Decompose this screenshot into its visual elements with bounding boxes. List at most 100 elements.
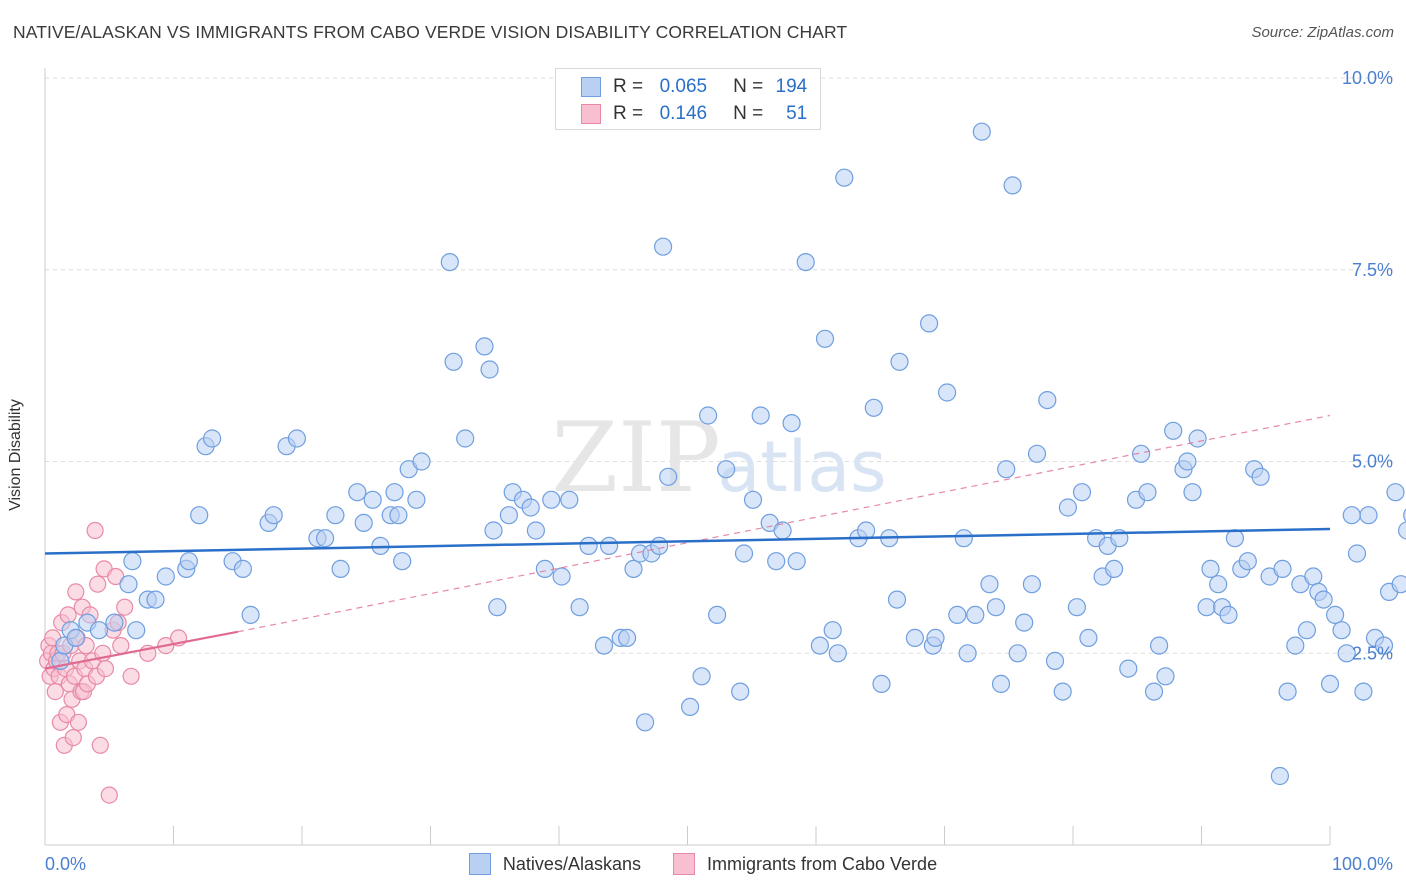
r-label: R = <box>613 103 644 124</box>
natives-point-72 <box>707 605 727 625</box>
legend-label-cabo-verde: Immigrants from Cabo Verde <box>706 853 938 874</box>
natives-point-143 <box>1219 605 1238 625</box>
natives-trend-line <box>44 527 1331 555</box>
natives-point-91 <box>864 398 883 417</box>
natives-point-52 <box>535 559 555 579</box>
natives-point-133 <box>1156 667 1175 686</box>
natives-point-55 <box>560 490 579 509</box>
natives-point-100 <box>937 383 957 402</box>
n-value: 51 <box>786 103 808 124</box>
natives-point-171 <box>1391 575 1406 594</box>
cabo-verde-point-22 <box>67 583 85 601</box>
tick-labels: 2.5% 5.0% 7.5% 10.0% 0.0% 100.0% <box>45 68 1393 874</box>
natives-point-109 <box>997 460 1016 479</box>
natives-point-95 <box>890 352 909 371</box>
natives-point-121 <box>1079 628 1098 648</box>
natives-swatch <box>581 77 601 97</box>
watermark-zip: ZIP <box>551 402 720 514</box>
natives-point-85 <box>815 329 835 348</box>
natives-point-30 <box>354 513 373 533</box>
natives-point-132 <box>1149 636 1169 655</box>
natives-point-155 <box>1297 621 1317 640</box>
natives-point-57 <box>579 536 598 556</box>
x-tick-label-max: 100.0% <box>1332 854 1393 874</box>
legend-item-cabo-verde[interactable]: Immigrants from Cabo Verde <box>672 853 938 875</box>
natives-point-153 <box>1286 636 1305 655</box>
y-tick-label-3: 10.0% <box>1342 68 1393 88</box>
natives-point-11 <box>146 590 165 609</box>
natives-point-119 <box>1067 598 1087 617</box>
natives-point-54 <box>552 567 571 586</box>
natives-point-7 <box>119 575 138 594</box>
natives-point-39 <box>412 452 431 471</box>
natives-point-41 <box>444 352 463 371</box>
natives-point-137 <box>1183 483 1202 502</box>
natives-point-90 <box>856 521 876 540</box>
natives-point-50 <box>521 498 540 517</box>
natives-point-26 <box>316 529 335 548</box>
natives-point-42 <box>456 429 475 448</box>
natives-point-144 <box>1225 529 1245 548</box>
natives-point-46 <box>488 598 507 617</box>
cabo-verde-trend-line <box>44 630 238 670</box>
stats-row-natives: R = 0.065 N = 194 <box>581 75 807 99</box>
natives-point-112 <box>1015 613 1034 632</box>
trendlines <box>44 414 1331 670</box>
natives-point-43 <box>475 337 494 356</box>
natives-point-51 <box>526 521 546 540</box>
natives-point-139 <box>1197 598 1216 617</box>
natives-point-62 <box>624 559 643 579</box>
natives-point-81 <box>782 414 801 433</box>
natives-point-22 <box>264 506 283 525</box>
natives-point-134 <box>1164 421 1183 440</box>
natives-point-159 <box>1320 674 1340 694</box>
natives-point-161 <box>1332 621 1351 640</box>
stats-row-cabo-verde: R = 0.146 N = 51 <box>581 102 807 126</box>
natives-point-66 <box>650 536 669 556</box>
cabo-verde-point-40 <box>96 659 115 678</box>
natives-point-162 <box>1337 644 1356 663</box>
natives-point-125 <box>1104 559 1124 579</box>
natives-point-67 <box>653 237 673 256</box>
cabo-verde-point-36 <box>89 575 107 593</box>
natives-point-96 <box>905 628 925 648</box>
cabo-verde-legend-swatch <box>672 853 695 875</box>
natives-point-59 <box>599 536 619 556</box>
natives-point-5 <box>89 621 109 640</box>
natives-point-173 <box>1403 508 1406 522</box>
natives-point-38 <box>407 490 426 509</box>
natives-point-104 <box>966 605 985 625</box>
natives-point-163 <box>1342 506 1361 525</box>
natives-point-152 <box>1278 682 1297 701</box>
natives-point-108 <box>991 674 1011 694</box>
natives-point-118 <box>1058 498 1078 517</box>
natives-point-71 <box>698 406 718 425</box>
natives-point-15 <box>190 506 209 525</box>
natives-point-141 <box>1209 575 1228 594</box>
y-tick-label-1: 5.0% <box>1352 452 1393 472</box>
natives-point-84 <box>810 636 830 655</box>
y-tick-label-2: 7.5% <box>1352 260 1393 280</box>
cabo-verde-point-41 <box>100 786 118 804</box>
natives-point-106 <box>980 575 999 594</box>
r-value: 0.065 <box>659 76 708 97</box>
natives-point-24 <box>287 429 306 448</box>
legend-item-natives[interactable]: Natives/Alaskans <box>468 853 641 875</box>
natives-point-101 <box>948 605 967 625</box>
natives-point-170 <box>1386 483 1405 502</box>
natives-point-166 <box>1359 506 1378 525</box>
natives-point-47 <box>499 506 518 525</box>
watermark-atlas: atlas <box>717 426 886 508</box>
cabo-verde-point-20 <box>64 728 82 747</box>
natives-point-53 <box>542 490 561 509</box>
natives-point-151 <box>1273 559 1292 579</box>
natives-point-105 <box>972 122 991 141</box>
r-label: R = <box>613 76 644 97</box>
natives-point-9 <box>127 621 146 640</box>
natives-point-79 <box>767 552 786 571</box>
cabo-verde-swatch <box>581 104 601 124</box>
watermark: ZIP atlas <box>551 402 886 514</box>
natives-point-34 <box>385 483 404 502</box>
cabo-verde-point-24 <box>69 713 88 731</box>
